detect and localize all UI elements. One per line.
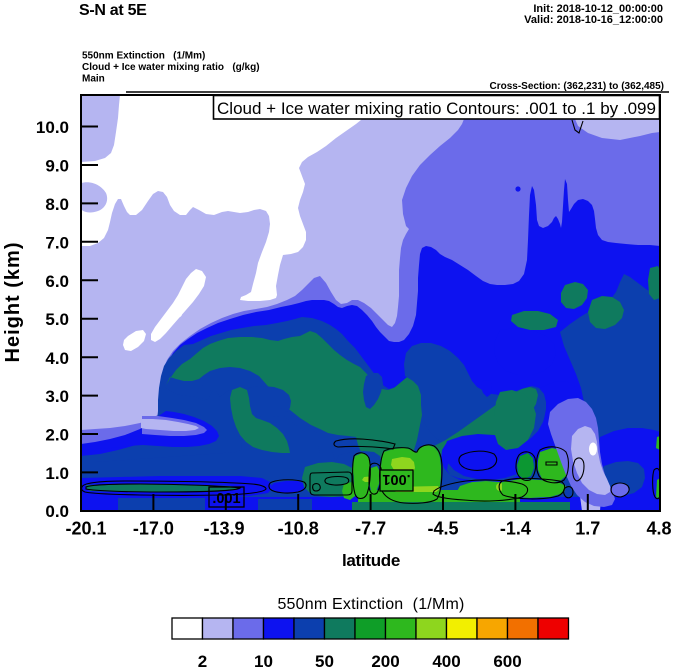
svg-text:8.0: 8.0 [45,195,69,214]
svg-text:50: 50 [315,652,334,668]
svg-text:4.8: 4.8 [646,519,671,539]
svg-text:2: 2 [198,652,207,668]
svg-text:4.0: 4.0 [45,349,69,368]
svg-text:Height (km): Height (km) [2,242,24,363]
svg-text:Cloud + Ice water mixing ratio: Cloud + Ice water mixing ratio Contours:… [217,99,656,118]
svg-text:10.0: 10.0 [36,118,69,137]
svg-text:6.0: 6.0 [45,272,69,291]
svg-text:-17.0: -17.0 [133,519,174,539]
svg-text:Cross-Section: (362,231) to (3: Cross-Section: (362,231) to (362,485) [489,81,664,92]
svg-text:9.0: 9.0 [45,157,69,176]
svg-text:0.0: 0.0 [45,502,69,521]
svg-text:Cloud + Ice water mixing ratio: Cloud + Ice water mixing ratio (g/kg) [82,62,260,73]
svg-text:1.7: 1.7 [575,519,600,539]
svg-text:1.0: 1.0 [45,464,69,483]
svg-text:7.0: 7.0 [45,234,69,253]
svg-text:-1.4: -1.4 [500,519,531,539]
svg-text:10: 10 [254,652,273,668]
svg-text:400: 400 [432,652,460,668]
svg-text:3.0: 3.0 [45,387,69,406]
svg-text:-20.1: -20.1 [65,519,106,539]
svg-text:Valid: 2018-10-16_12:00:00: Valid: 2018-10-16_12:00:00 [524,14,663,26]
svg-text:.001: .001 [382,471,410,487]
svg-text:550nm Extinction (1/Mm): 550nm Extinction (1/Mm) [82,51,205,62]
svg-text:-4.5: -4.5 [427,519,458,539]
svg-text:-7.7: -7.7 [355,519,386,539]
svg-text:Init: 2018-10-12_00:00:00: Init: 2018-10-12_00:00:00 [533,3,663,15]
svg-text:200: 200 [371,652,399,668]
svg-text:2.0: 2.0 [45,426,69,445]
svg-text:5.0: 5.0 [45,310,69,329]
svg-text:550nm Extinction (1/Mm): 550nm Extinction (1/Mm) [277,596,464,613]
svg-text:latitude: latitude [342,551,400,570]
svg-text:Main: Main [82,74,105,85]
svg-text:S-N at 5E: S-N at 5E [79,2,147,19]
svg-text:600: 600 [493,652,521,668]
svg-text:-10.8: -10.8 [278,519,319,539]
svg-text:-13.9: -13.9 [203,519,244,539]
